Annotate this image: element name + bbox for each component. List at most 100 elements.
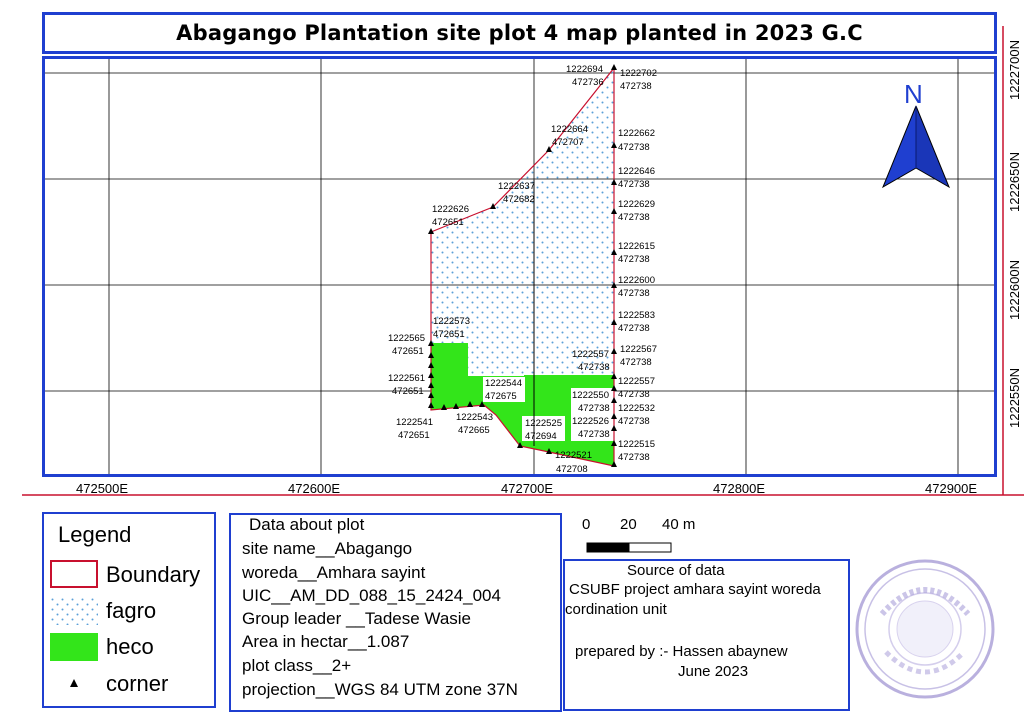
corner-label-e: 472665 [458, 425, 490, 436]
source-heading: Source of data [627, 562, 725, 579]
official-stamp-icon [855, 559, 995, 699]
corner-label-n: 1222543 [456, 412, 493, 423]
corner-marker [611, 208, 617, 214]
source-line: cordination unit [565, 601, 667, 618]
legend-heco-label: heco [106, 634, 154, 659]
corner-marker [611, 385, 617, 391]
corner-label-n: 1222565 [388, 333, 425, 344]
corner-marker [611, 319, 617, 325]
corner-marker [428, 372, 434, 378]
corner-marker [428, 228, 434, 234]
corner-marker [546, 448, 552, 454]
corner-marker [546, 146, 552, 152]
corner-label-e: 472738 [618, 389, 650, 400]
corner-label-n: 1222541 [396, 417, 433, 428]
corner-label-n: 1222544 [485, 378, 522, 389]
corner-marker [611, 461, 617, 467]
corner-label-n: 1222637 [498, 181, 535, 192]
x-axis-labels: 472500E 472600E 472700E 472800E 472900E [76, 481, 977, 496]
x-tick-label: 472800E [713, 481, 765, 496]
corner-marker [467, 401, 473, 407]
corner-label-n: 1222561 [388, 373, 425, 384]
corner-marker [611, 348, 617, 354]
scale-label-40m: 40 m [662, 516, 696, 533]
corner-marker [428, 402, 434, 408]
legend-fagro-label: fagro [106, 598, 157, 623]
y-tick-label: 1222700N [1007, 40, 1022, 100]
corner-marker [428, 340, 434, 346]
north-arrow-icon: N [881, 79, 951, 189]
corner-label-n: 1222664 [551, 124, 588, 135]
corner-label-e: 472651 [432, 217, 464, 228]
plot-info-line: Area in hectar__1.087 [242, 632, 410, 651]
scale-bar [586, 542, 672, 553]
corner-label-n: 1222600 [618, 275, 655, 286]
plot-info-line: plot class__2+ [242, 656, 352, 675]
corner-marker [428, 352, 434, 358]
corner-label-e: 472651 [433, 329, 465, 340]
corner-label-n: 1222694 [566, 64, 603, 75]
outer-boundary-lines [22, 26, 1024, 496]
corner-label-e: 472738 [578, 362, 610, 373]
corner-marker [611, 440, 617, 446]
corner-label-n: 1222526 [572, 416, 609, 427]
fagro-area [431, 68, 614, 446]
corner-marker [611, 425, 617, 431]
corner-marker [611, 282, 617, 288]
corner-marker [517, 442, 523, 448]
corner-marker [490, 203, 496, 209]
scale-label-0: 0 [582, 516, 591, 533]
corner-label-n: 1222615 [618, 241, 655, 252]
plot-info-line: woreda__Amhara sayint [242, 563, 426, 582]
source-line: CSUBF project amhara sayint woreda [569, 581, 821, 598]
corner-label-e: 472738 [618, 416, 650, 427]
corner-label-e: 472738 [578, 403, 610, 414]
corner-marker [611, 64, 617, 70]
prepared-by: prepared by :- Hassen abaynew [575, 643, 788, 660]
scale-label-20: 20 [620, 516, 637, 533]
corner-marker [611, 373, 617, 379]
corner-label-n: 1222567 [620, 344, 657, 355]
heco-area [431, 343, 614, 466]
y-tick-label: 1222650N [1007, 152, 1022, 212]
plot-info-line: site name__Abagango [242, 539, 413, 558]
corner-marker [611, 179, 617, 185]
x-tick-label: 472900E [925, 481, 977, 496]
corner-label-e: 472738 [618, 323, 650, 334]
corner-triangle-icon [70, 679, 78, 687]
corner-markers [428, 64, 617, 467]
corner-label-e: 472738 [620, 357, 652, 368]
corner-label-e: 472651 [398, 430, 430, 441]
corner-label-e: 472651 [392, 386, 424, 397]
north-label: N [904, 79, 923, 109]
x-tick-label: 472600E [288, 481, 340, 496]
corner-label-e: 472738 [618, 254, 650, 265]
y-axis-labels: 1222700N 1222650N 1222600N 1222550N [1007, 40, 1022, 428]
corner-label-n: 1222702 [620, 68, 657, 79]
corner-marker [428, 362, 434, 368]
corner-label-e: 472694 [525, 431, 557, 442]
corner-label-e: 472682 [503, 194, 535, 205]
corner-label-n: 1222629 [618, 199, 655, 210]
plot-info-line: Group leader __Tadese Wasie [242, 609, 472, 628]
x-tick-label: 472700E [501, 481, 553, 496]
corner-label-e: 472651 [392, 346, 424, 357]
prepared-date: June 2023 [678, 663, 749, 680]
corner-marker [611, 413, 617, 419]
corner-label-e: 472738 [620, 81, 652, 92]
corner-label-e: 472675 [485, 391, 517, 402]
map-title: Abagango Plantation site plot 4 map plan… [176, 21, 863, 45]
heco-swatch [50, 633, 98, 661]
corner-label-e: 472738 [618, 142, 650, 153]
x-tick-label: 472500E [76, 481, 128, 496]
heco-label-patches [483, 377, 614, 441]
plot-info-line: UIC__AM_DD_088_15_2424_004 [242, 586, 501, 605]
corner-label-e: 472738 [618, 212, 650, 223]
corner-label-n: 1222521 [555, 450, 592, 461]
corner-marker [441, 404, 447, 410]
plot-info-panel [229, 513, 562, 712]
plot-info-heading: Data about plot [249, 515, 365, 534]
corner-marker [428, 392, 434, 398]
corner-label-n: 1222583 [618, 310, 655, 321]
